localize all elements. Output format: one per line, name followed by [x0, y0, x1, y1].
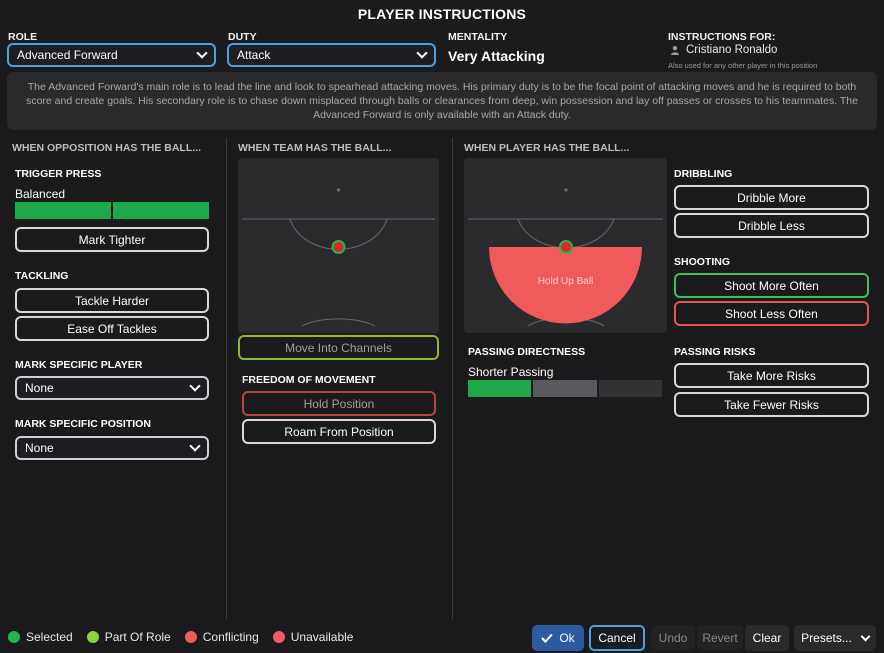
tackle-harder-button[interactable]: Tackle Harder: [15, 288, 209, 313]
person-icon: [671, 46, 679, 55]
legend-conflicting: Conflicting: [184, 630, 259, 644]
trigger-press-label: TRIGGER PRESS: [15, 168, 102, 180]
take-more-risks-button[interactable]: Take More Risks: [674, 363, 869, 388]
col3-heading: WHEN PLAYER HAS THE BALL...: [464, 142, 630, 154]
part-of-role-dot-icon: [86, 631, 99, 643]
page-title: PLAYER INSTRUCTIONS: [357, 6, 527, 22]
passing-risks-label: PASSING RISKS: [674, 346, 756, 358]
col1-heading: WHEN OPPOSITION HAS THE BALL...: [12, 142, 202, 154]
revert-button[interactable]: Revert: [697, 625, 743, 651]
dribbling-label: DRIBBLING: [674, 168, 733, 180]
hold-up-ball-label[interactable]: Hold Up Ball: [537, 276, 594, 287]
ease-off-tackles-button[interactable]: Ease Off Tackles: [15, 316, 209, 341]
role-label: ROLE: [8, 31, 38, 43]
selected-dot-icon: [8, 631, 20, 643]
tackling-label: TACKLING: [15, 270, 69, 282]
pitch-lines: [242, 188, 435, 327]
role-value: Advanced Forward: [17, 48, 118, 62]
instructions-for-player: Cristiano Ronaldo: [670, 44, 777, 56]
mark-specific-position-value: None: [25, 441, 54, 455]
passing-directness-segment: [598, 380, 662, 397]
clear-button[interactable]: Clear: [745, 625, 789, 651]
trigger-press-segment: [15, 202, 111, 219]
trigger-press-segment: [113, 202, 209, 219]
shoot-less-often-button[interactable]: Shoot Less Often: [674, 301, 869, 326]
col2-heading: WHEN TEAM HAS THE BALL...: [238, 142, 392, 154]
mentality-value: Very Attacking: [448, 48, 545, 64]
passing-directness-value: Shorter Passing: [468, 365, 554, 379]
pitch-diagram: [238, 158, 439, 333]
mark-specific-player-select[interactable]: None: [15, 376, 209, 400]
legend: Selected Part Of Role Conflicting Unavai…: [8, 630, 353, 644]
undo-button[interactable]: Undo: [651, 625, 695, 651]
ok-label: Ok: [559, 631, 575, 645]
instructions-for-label: INSTRUCTIONS FOR:: [668, 31, 776, 43]
cancel-button[interactable]: Cancel: [589, 625, 645, 651]
shooting-label: SHOOTING: [674, 256, 731, 268]
hold-up-ball-zone: [489, 247, 642, 324]
legend-part-of-role-label: Part Of Role: [104, 630, 171, 644]
column-divider: [452, 138, 453, 620]
player-name: Cristiano Ronaldo: [686, 44, 778, 56]
legend-selected: Selected: [8, 630, 73, 644]
checkmark-icon: [541, 633, 554, 643]
ok-button[interactable]: Ok: [532, 625, 584, 651]
mark-tighter-button[interactable]: Mark Tighter: [15, 227, 209, 252]
column-divider: [226, 138, 227, 620]
instructions-for-note: Also used for any other player in this p…: [668, 61, 818, 70]
legend-unavailable-label: Unavailable: [290, 630, 354, 644]
freedom-of-movement-label: FREEDOM OF MOVEMENT: [242, 374, 376, 386]
legend-selected-label: Selected: [26, 630, 73, 644]
mark-specific-position-select[interactable]: None: [15, 436, 209, 460]
mentality-label: MENTALITY: [448, 31, 508, 43]
conflicting-dot-icon: [184, 631, 197, 643]
mark-specific-position-label: MARK SPECIFIC POSITION: [15, 418, 151, 430]
chevron-down-icon: [860, 631, 871, 641]
move-into-channels-button[interactable]: Move Into Channels: [238, 335, 439, 360]
passing-directness-segment: [468, 380, 532, 397]
chevron-down-icon: [189, 440, 201, 452]
trigger-press-slider[interactable]: [15, 202, 209, 219]
duty-value: Attack: [237, 48, 271, 62]
legend-part-of-role: Part Of Role: [86, 630, 171, 644]
mark-specific-player-label: MARK SPECIFIC PLAYER: [15, 359, 143, 371]
pitch-diagram-with-ball: Hold Up Ball: [464, 158, 667, 333]
chevron-down-icon: [196, 47, 208, 59]
dribble-more-button[interactable]: Dribble More: [674, 185, 869, 210]
player-position-marker: [559, 240, 573, 254]
pitch-lines: [468, 188, 663, 327]
player-position-marker: [331, 240, 346, 254]
legend-unavailable: Unavailable: [272, 630, 354, 644]
legend-conflicting-label: Conflicting: [202, 630, 259, 644]
duty-select[interactable]: Attack: [227, 43, 436, 67]
passing-directness-label: PASSING DIRECTNESS: [468, 346, 586, 358]
role-description: The Advanced Forward's main role is to l…: [7, 72, 877, 130]
passing-directness-segment: [533, 380, 597, 397]
hold-position-button[interactable]: Hold Position: [242, 391, 436, 416]
trigger-press-value: Balanced: [15, 187, 66, 201]
presets-label: Presets...: [801, 631, 852, 645]
mark-specific-player-value: None: [25, 381, 54, 395]
presets-dropdown[interactable]: Presets...: [794, 625, 876, 651]
roam-from-position-button[interactable]: Roam From Position: [242, 419, 436, 444]
take-fewer-risks-button[interactable]: Take Fewer Risks: [674, 392, 869, 417]
role-select[interactable]: Advanced Forward: [7, 43, 216, 67]
unavailable-dot-icon: [272, 631, 285, 643]
passing-directness-slider[interactable]: [468, 380, 662, 397]
chevron-down-icon: [416, 47, 428, 59]
duty-label: DUTY: [228, 31, 257, 43]
shoot-more-often-button[interactable]: Shoot More Often: [674, 273, 869, 298]
dribble-less-button[interactable]: Dribble Less: [674, 213, 869, 238]
chevron-down-icon: [189, 380, 201, 392]
